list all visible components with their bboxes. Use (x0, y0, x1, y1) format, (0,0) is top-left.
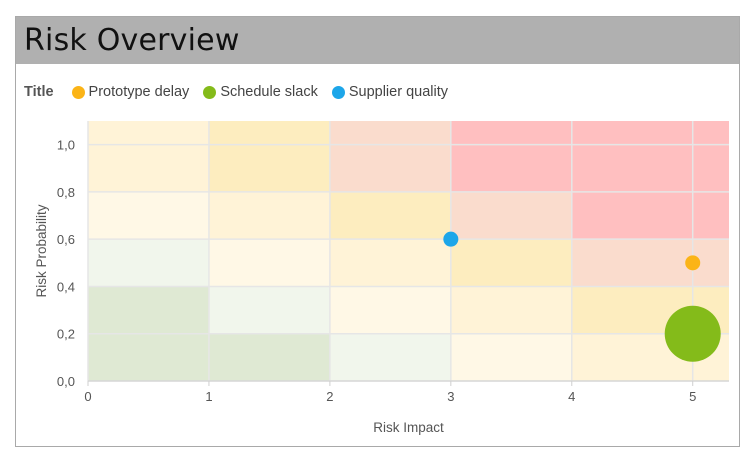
risk-zone-cell (88, 239, 209, 287)
y-tick-label: 1,0 (57, 138, 75, 153)
y-tick-label: 0,4 (57, 279, 75, 294)
risk-zone-cell (329, 191, 451, 240)
risk-zone-cell (329, 121, 451, 192)
legend-item-supplier-quality[interactable]: Supplier quality (331, 84, 448, 100)
legend-label: Supplier quality (348, 84, 448, 100)
risk-zone-cell (88, 333, 209, 381)
axes: 0 1 2 3 4 5 0,0 0,2 0,4 0,6 0,8 1,0 (57, 138, 729, 404)
data-point (443, 231, 459, 247)
chart-title: Risk Overview (24, 23, 240, 58)
y-axis-title: Risk Probability (34, 204, 49, 297)
risk-zone-cell (208, 239, 330, 287)
risk-zone-cell (450, 191, 572, 240)
risk-zone-cell (450, 239, 572, 287)
x-axis-title: Risk Impact (373, 420, 444, 435)
legend-swatch-icon (71, 85, 85, 99)
data-point (685, 255, 701, 271)
y-tick-label: 0,0 (57, 374, 75, 389)
risk-zone-cell (208, 286, 330, 334)
chart-header: Risk Overview (16, 17, 739, 64)
risk-zone-cell (450, 333, 572, 381)
risk-zone-cell (450, 286, 572, 334)
risk-zone-cell (208, 121, 330, 192)
y-tick-label: 0,8 (57, 185, 75, 200)
legend-item-schedule-slack[interactable]: Schedule slack (203, 84, 318, 100)
risk-zone-cell (88, 121, 209, 192)
legend: Title Prototype delay Schedule slack Sup… (24, 81, 462, 103)
x-tick-label: 2 (326, 389, 333, 404)
x-tick-label: 1 (205, 389, 212, 404)
risk-zone-cell (571, 121, 729, 192)
risk-zone-cell (571, 239, 729, 287)
risk-zone-cell (208, 333, 330, 381)
x-tick-label: 5 (689, 389, 696, 404)
risk-zone-cell (88, 286, 209, 334)
scatter-chart: 0 1 2 3 4 5 0,0 0,2 0,4 0,6 0,8 1,0 Risk Impact Ris… (34, 121, 729, 435)
x-tick-label: 0 (84, 389, 91, 404)
legend-swatch-icon (331, 85, 345, 99)
chart-panel: Risk Overview Title Prototype delay Sche… (15, 16, 740, 447)
legend-item-prototype-delay[interactable]: Prototype delay (71, 84, 190, 100)
y-tick-label: 0,6 (57, 232, 75, 247)
y-tick-label: 0,2 (57, 327, 75, 342)
legend-swatch-icon (203, 85, 217, 99)
risk-zone-cell (571, 191, 729, 240)
legend-label: Prototype delay (88, 84, 190, 100)
x-tick-label: 3 (447, 389, 454, 404)
risk-zone-cell (450, 121, 572, 192)
risk-zone-cell (329, 239, 451, 287)
risk-zone-cell (208, 191, 330, 240)
data-points (443, 231, 721, 362)
data-point (664, 305, 721, 362)
x-tick-label: 4 (568, 389, 575, 404)
legend-title: Title (24, 84, 54, 100)
legend-label: Schedule slack (220, 84, 318, 100)
risk-zones (88, 121, 729, 381)
risk-zone-cell (88, 191, 209, 240)
risk-zone-cell (329, 333, 451, 381)
risk-zone-cell (329, 286, 451, 334)
